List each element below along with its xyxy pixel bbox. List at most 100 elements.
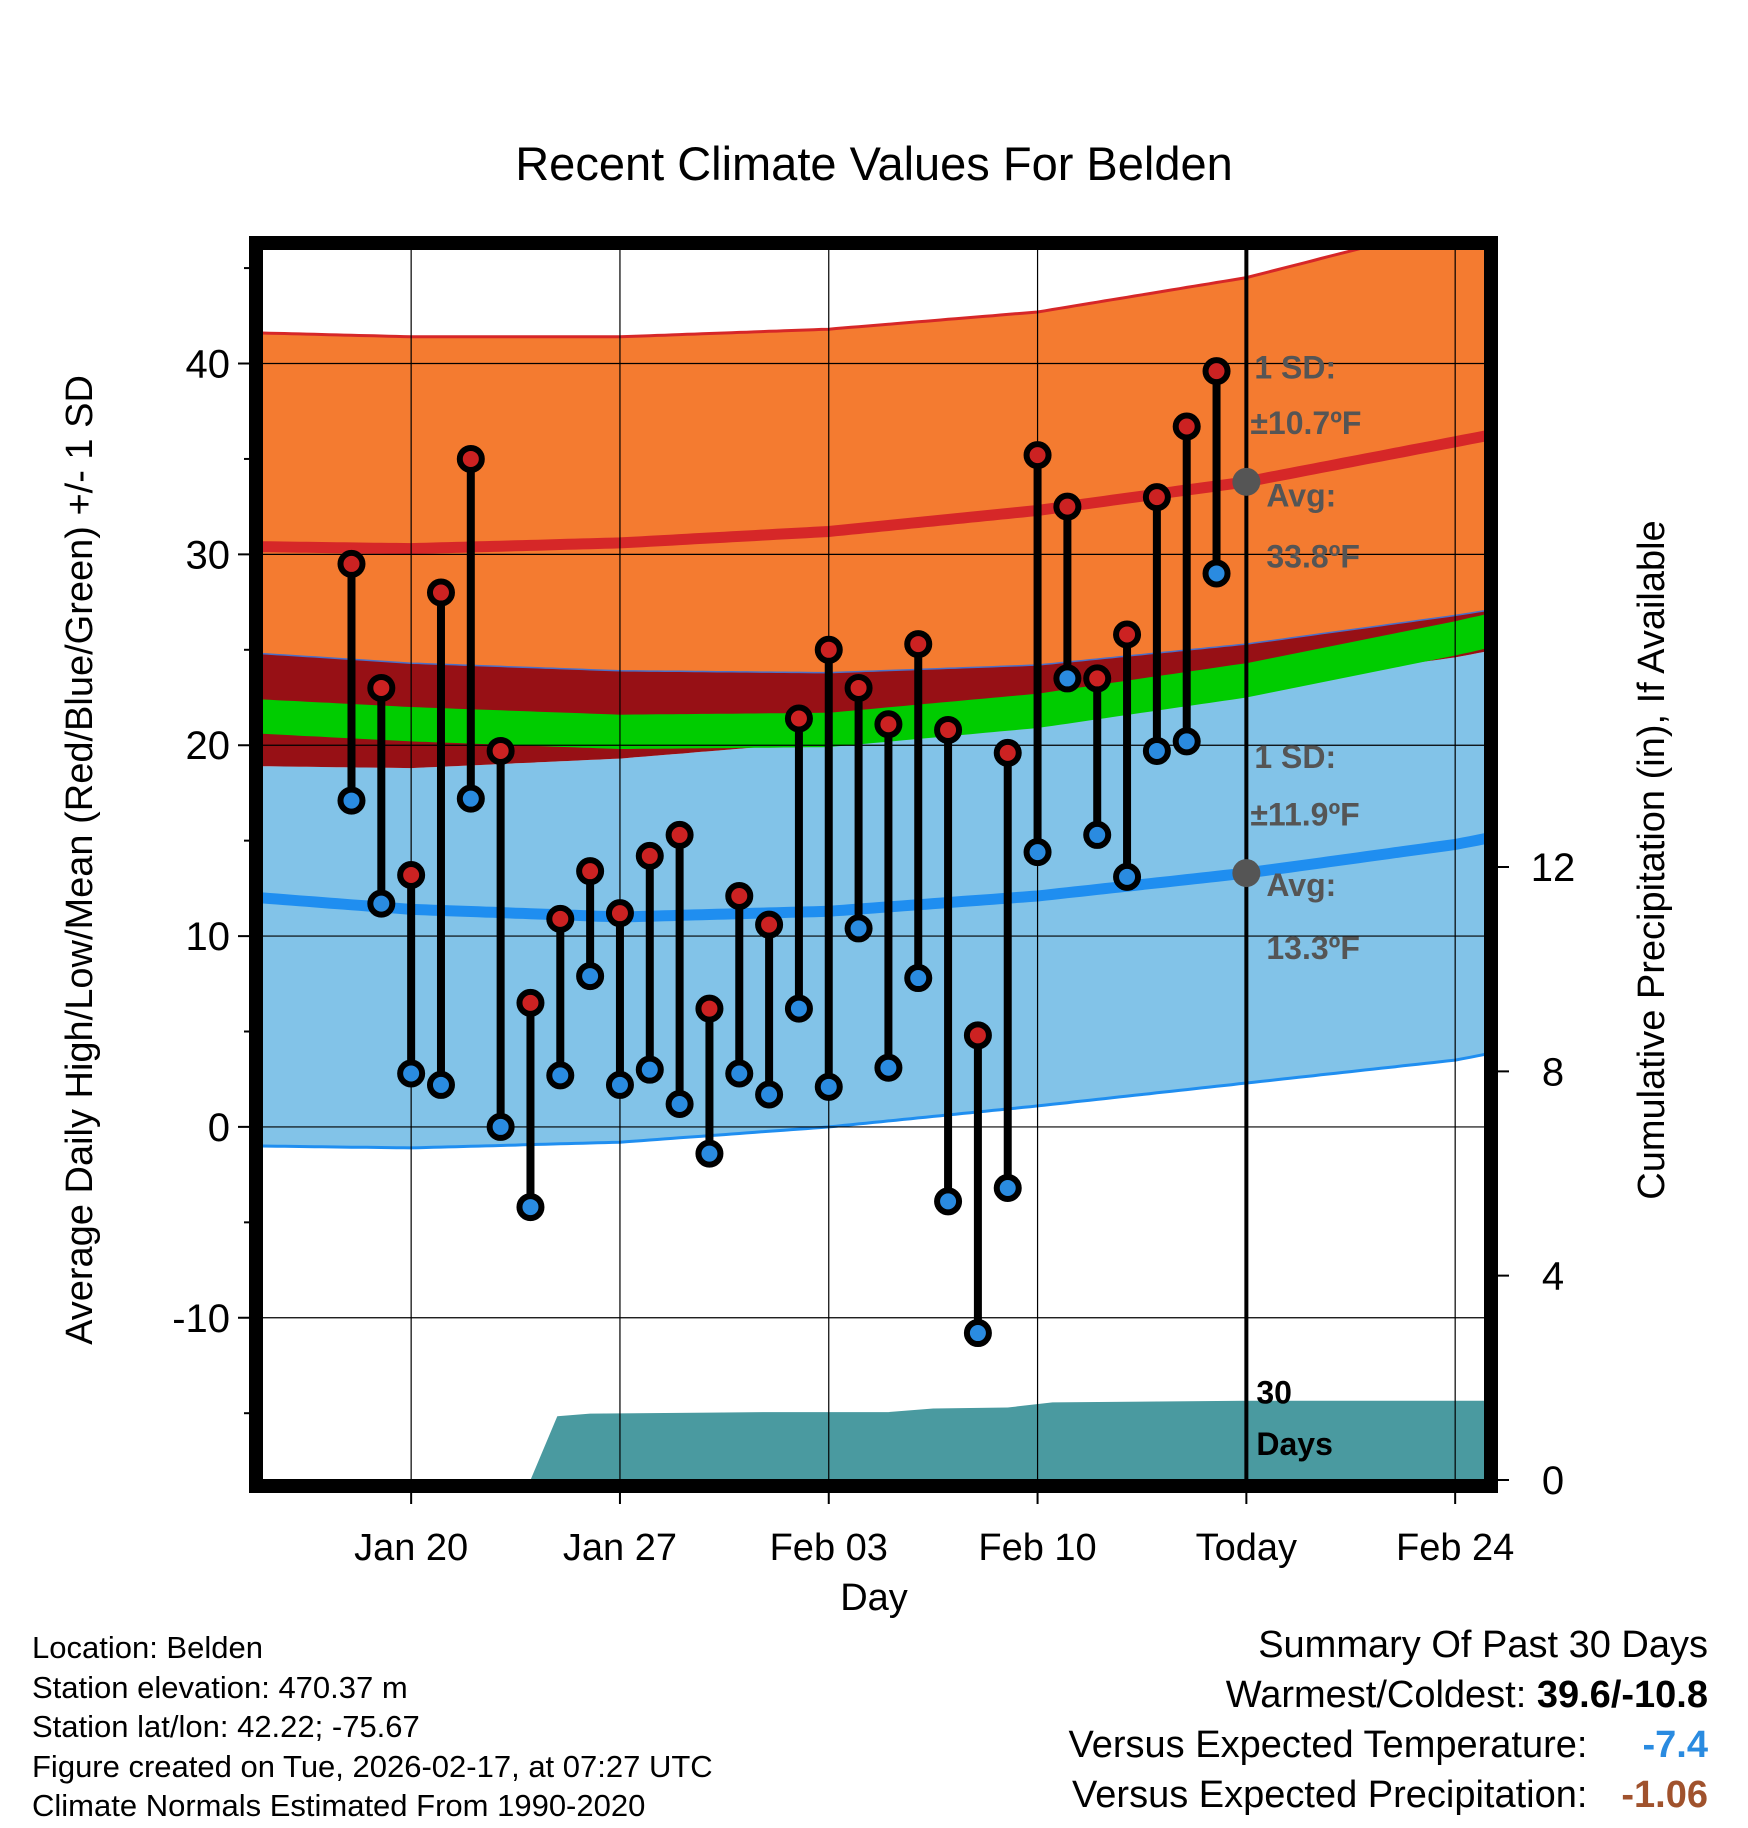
daily-low-point (844, 914, 873, 943)
chart-title: Recent Climate Values For Belden (515, 137, 1233, 190)
high-avg-value: 33.8ºF (1266, 539, 1360, 575)
period-label-1: 30 (1256, 1375, 1292, 1411)
y2-tick-label: 0 (1542, 1459, 1564, 1503)
y2-tick-label: 4 (1542, 1255, 1564, 1299)
summary-warm-cold: Warmest/Coldest: 39.6/-10.8 (1069, 1670, 1708, 1720)
low-sd-label: 1 SD: (1254, 739, 1336, 775)
daily-high-point (665, 820, 694, 849)
daily-low-point (576, 962, 605, 991)
daily-low-point (546, 1061, 575, 1090)
daily-low-point (635, 1055, 664, 1084)
summary-temp: Versus Expected Temperature: -7.4 (1069, 1720, 1708, 1770)
daily-high-point (516, 988, 545, 1017)
daily-low-point (605, 1070, 634, 1099)
daily-low-point (814, 1072, 843, 1101)
daily-low-point (397, 1059, 426, 1088)
daily-low-point (367, 889, 396, 918)
daily-low-point (755, 1080, 784, 1109)
daily-low-point (1053, 664, 1082, 693)
daily-high-point (1023, 441, 1052, 470)
daily-high-point (635, 841, 664, 870)
temp-label: Versus Expected Temperature: (1068, 1724, 1588, 1766)
daily-low-point (486, 1112, 515, 1141)
daily-high-point (1202, 357, 1231, 386)
y-tick-label: 20 (186, 724, 231, 768)
temp-value: -7.4 (1642, 1724, 1708, 1766)
latlon-text: Station lat/lon: 42.22; -75.67 (32, 1709, 420, 1744)
summary-title: Summary Of Past 30 Days (1258, 1624, 1708, 1666)
high-sd-value: ±10.7ºF (1250, 405, 1361, 441)
summary-precip: Versus Expected Precipitation: -1.06 (1069, 1770, 1708, 1820)
daily-high-point (1172, 412, 1201, 441)
daily-high-point (1083, 664, 1112, 693)
climate-chart: Recent Climate Values For Belden 1 SD: ±1… (59, 137, 1673, 1619)
plot-clipped (262, 249, 1485, 1480)
daily-high-point (934, 715, 963, 744)
low-sd-band (262, 651, 1485, 1148)
daily-low-point (337, 786, 366, 815)
daily-high-point (993, 738, 1022, 767)
normals-text: Climate Normals Estimated From 1990-2020 (32, 1788, 646, 1823)
y-axis-label: Average Daily High/Low/Mean (Red/Blue/Gr… (59, 375, 101, 1345)
daily-low-point (784, 994, 813, 1023)
low-avg-value: 13.3ºF (1266, 930, 1360, 966)
summary-panel: Summary Of Past 30 Days Warmest/Coldest:… (1069, 1620, 1708, 1820)
created-text: Figure created on Tue, 2026-02-17, at 07… (32, 1748, 713, 1784)
x-tick-label: Feb 03 (770, 1527, 888, 1569)
daily-low-point (1202, 559, 1231, 588)
daily-high-point (456, 444, 485, 473)
x-tick-label: Feb 24 (1396, 1527, 1514, 1569)
low-sd-value: ±11.9ºF (1250, 796, 1359, 832)
daily-high-point (1053, 492, 1082, 521)
y-tick-label: 40 (186, 343, 231, 387)
daily-high-point (486, 736, 515, 765)
y2-tick-label: 8 (1542, 1050, 1564, 1094)
daily-high-point (426, 578, 455, 607)
daily-low-point (1113, 862, 1142, 891)
daily-high-point (576, 857, 605, 886)
warm-cold-label: Warmest/Coldest: (1225, 1674, 1527, 1716)
daily-low-point (963, 1319, 992, 1348)
daily-low-point (725, 1059, 754, 1088)
x-tick-label: Today (1196, 1527, 1297, 1569)
daily-stems (337, 357, 1231, 1348)
x-tick-label: Jan 27 (563, 1527, 677, 1569)
daily-low-point (1083, 820, 1112, 849)
elevation-text: Station elevation: 470.37 m (32, 1669, 408, 1705)
daily-high-point (695, 994, 724, 1023)
daily-high-point (904, 630, 933, 659)
daily-high-point (397, 860, 426, 889)
x-axis-label: Day (840, 1577, 908, 1619)
y2-tick-label: 12 (1531, 846, 1576, 890)
daily-low-point (874, 1053, 903, 1082)
daily-high-point (874, 710, 903, 739)
daily-high-point (546, 904, 575, 933)
daily-low-point (1023, 838, 1052, 867)
plot-frame (249, 236, 1498, 1493)
daily-low-point (993, 1173, 1022, 1202)
low-avg-marker (1232, 859, 1261, 888)
station-info: Location: Belden Station elevation: 470.… (32, 1628, 713, 1826)
daily-low-point (695, 1139, 724, 1168)
warm-cold-value: 39.6/-10.8 (1536, 1674, 1708, 1716)
daily-high-point (337, 549, 366, 578)
daily-low-point (516, 1193, 545, 1222)
location-text: Location: Belden (32, 1630, 263, 1665)
mean-band (262, 614, 1485, 749)
y-tick-label: 0 (208, 1106, 230, 1150)
precip-value: -1.06 (1621, 1774, 1708, 1816)
plot-area: 1 SD: ±10.7ºF Avg: 33.8ºF 1 SD: ±11.9ºF Avg: 13… (172, 236, 1576, 1569)
daily-low-point (456, 784, 485, 813)
period-label-2: Days (1256, 1426, 1333, 1462)
x-tick-label: Feb 10 (978, 1527, 1096, 1569)
high-sd-label: 1 SD: (1254, 350, 1336, 386)
daily-high-point (755, 910, 784, 939)
daily-low-point (934, 1187, 963, 1216)
y-tick-label: 30 (186, 533, 231, 577)
daily-high-point (367, 673, 396, 702)
daily-high-point (725, 881, 754, 910)
daily-high-point (963, 1021, 992, 1050)
high-avg-marker (1232, 467, 1261, 496)
daily-low-point (426, 1070, 455, 1099)
daily-low-point (1142, 736, 1171, 765)
